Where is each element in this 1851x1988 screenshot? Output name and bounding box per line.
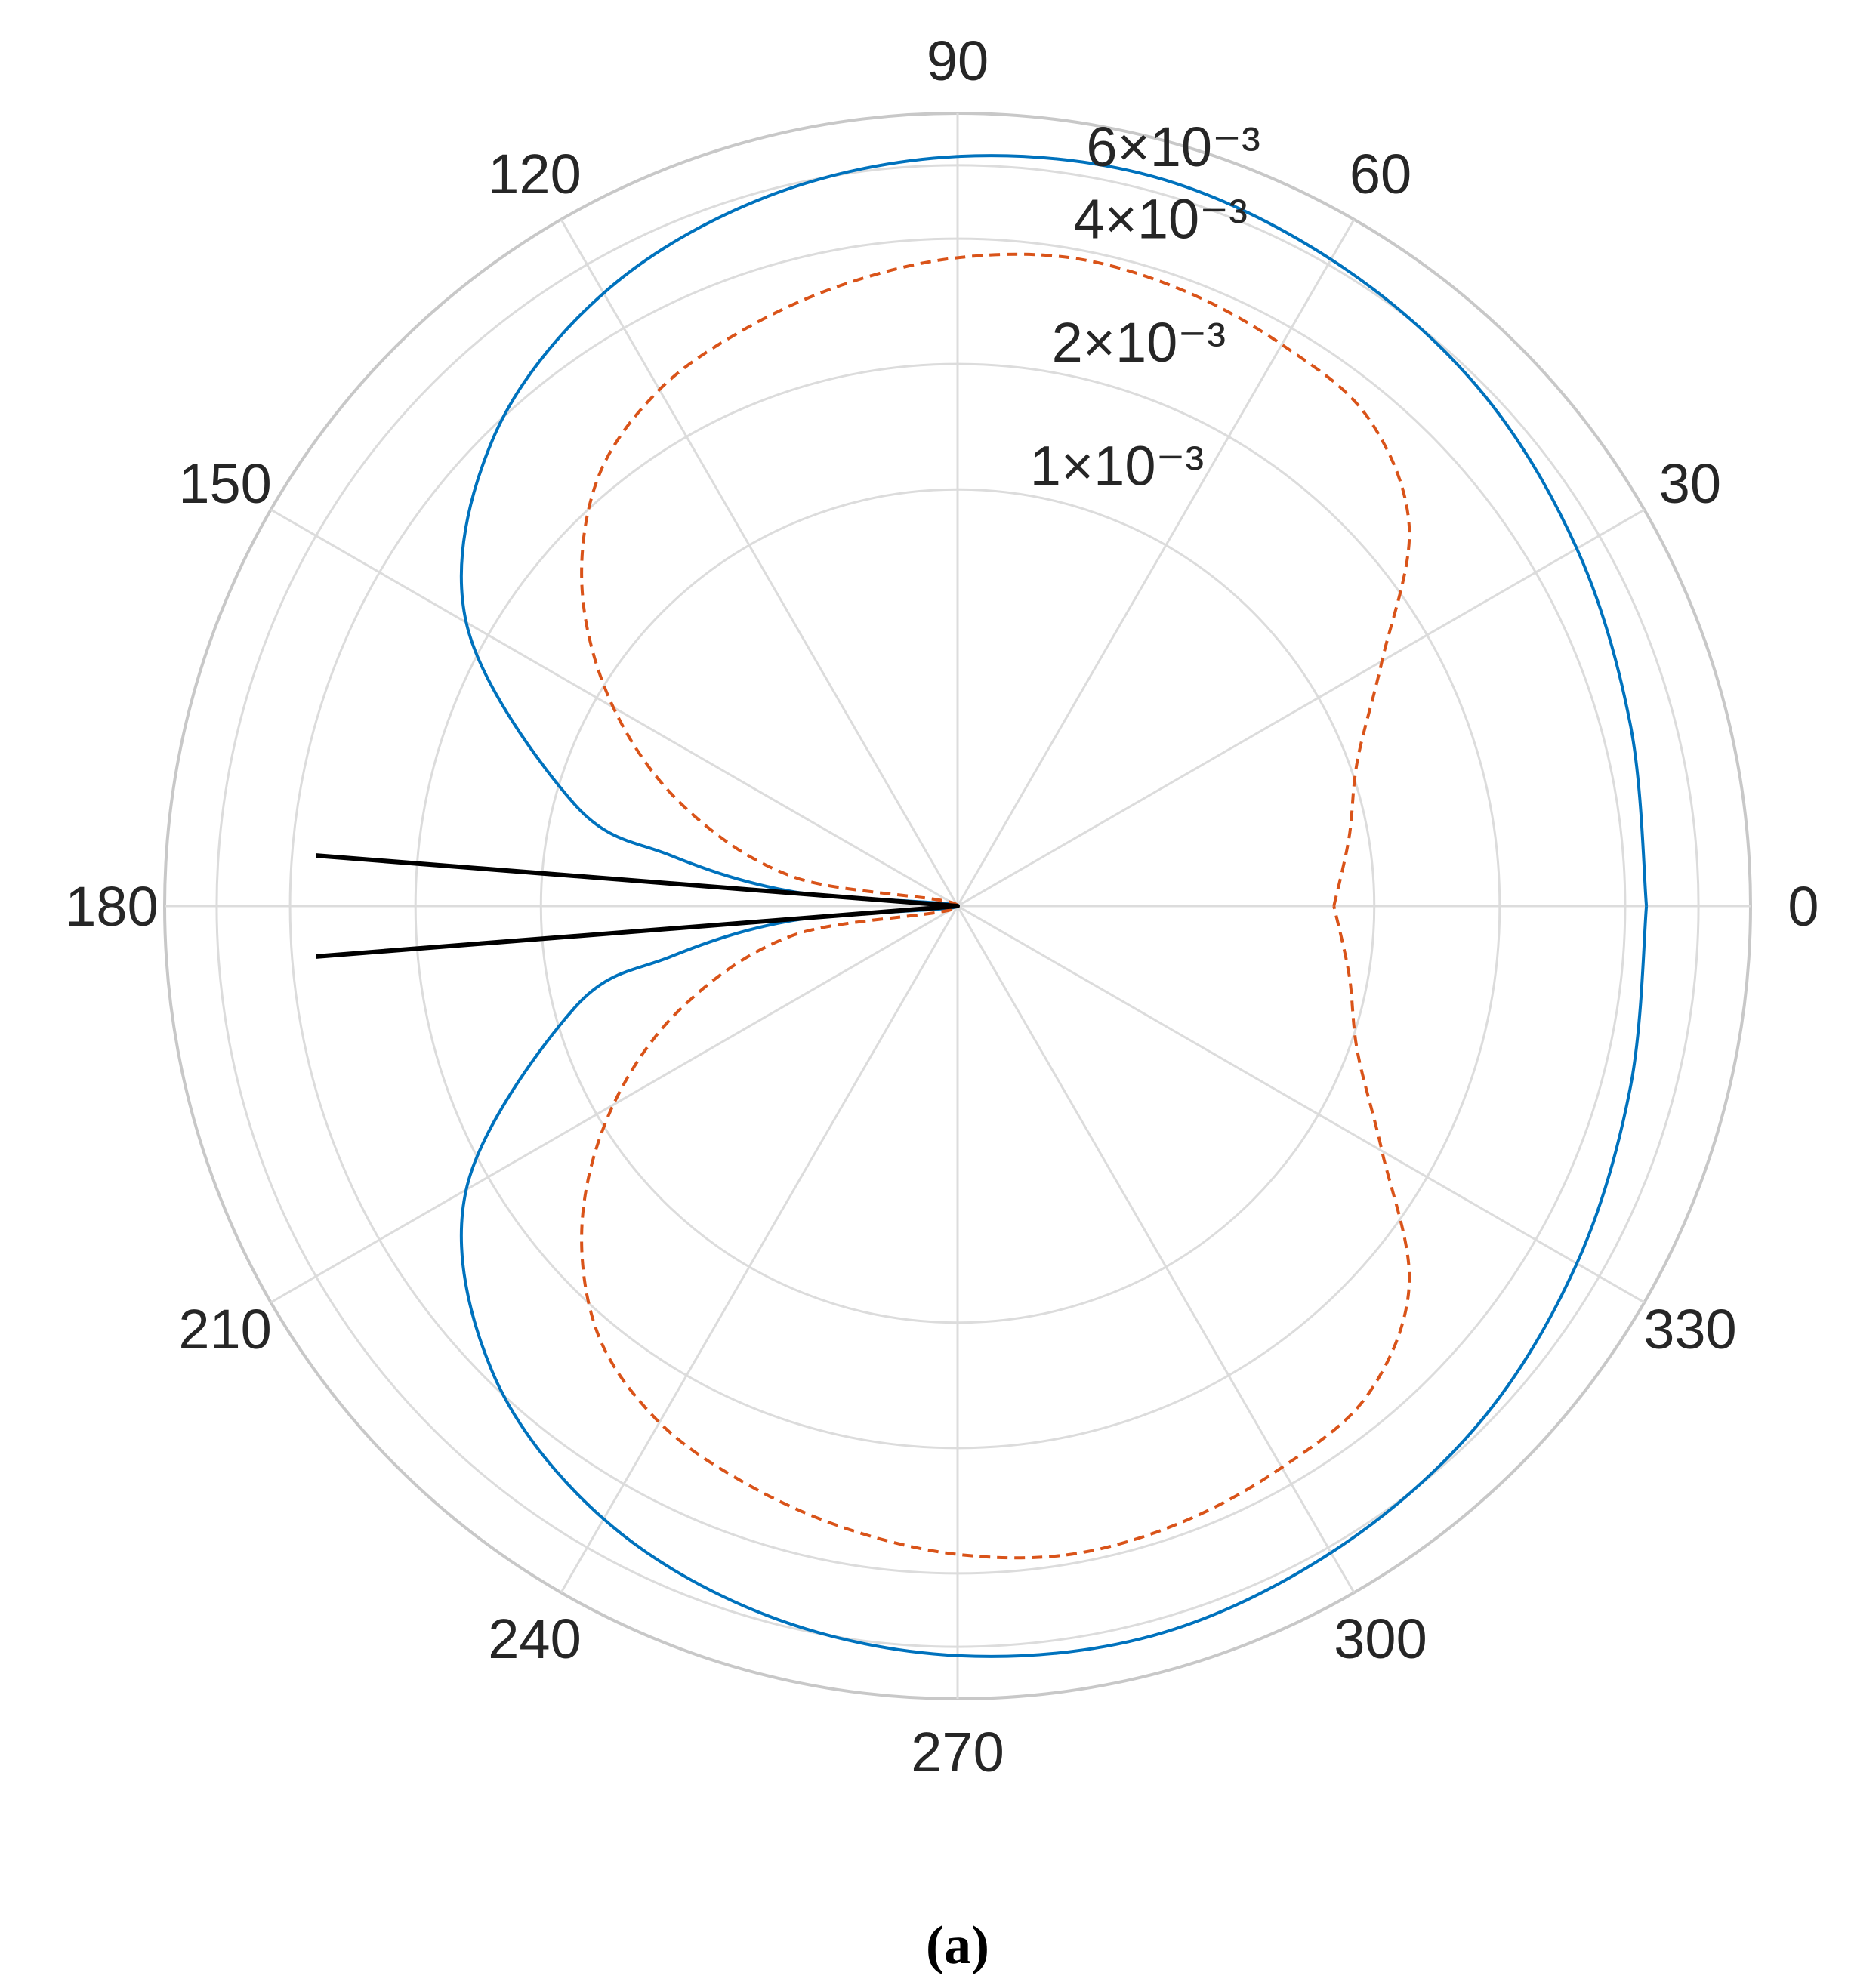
theta-spoke: [270, 905, 958, 1304]
theta-tick-label: 30: [1659, 452, 1721, 515]
polar-grid: [163, 112, 1752, 1700]
theta-tick-label: 60: [1350, 143, 1411, 205]
r-tick-label: 6×10⁻³: [1086, 116, 1260, 178]
theta-tick-label: 120: [488, 143, 581, 205]
theta-spoke: [957, 905, 1646, 1304]
theta-tick-label: 270: [911, 1721, 1004, 1783]
polar-labels: 1×10⁻³ 2×10⁻³ 4×10⁻³ 6×10⁻³ 0 30 60 90 120 150 180…: [65, 29, 1819, 1783]
figure-caption: (a): [926, 1915, 989, 1975]
theta-tick-label: 0: [1788, 875, 1819, 938]
theta-tick-label: 210: [178, 1298, 271, 1361]
theta-spoke: [956, 218, 1356, 907]
theta-spoke: [560, 218, 959, 907]
series-line-2: [316, 853, 960, 959]
theta-spoke: [956, 905, 1356, 1594]
theta-tick-label: 90: [927, 29, 989, 92]
r-tick-label: 1×10⁻³: [1030, 435, 1204, 498]
theta-tick-label: 180: [65, 875, 158, 938]
theta-tick-label: 150: [178, 452, 271, 515]
theta-spoke: [957, 508, 1646, 908]
theta-tick-label: 330: [1643, 1298, 1736, 1361]
r-tick-label: 4×10⁻³: [1073, 188, 1247, 251]
theta-tick-label: 300: [1334, 1607, 1427, 1670]
theta-spoke: [560, 905, 959, 1594]
r-tick-label: 2×10⁻³: [1052, 311, 1226, 374]
theta-tick-label: 240: [488, 1607, 581, 1670]
polar-series: [316, 154, 1649, 1658]
